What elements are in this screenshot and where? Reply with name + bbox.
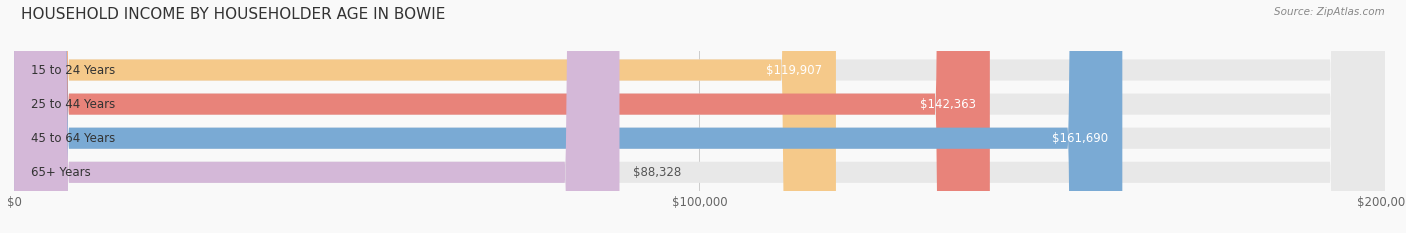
FancyBboxPatch shape	[14, 0, 990, 233]
Text: $161,690: $161,690	[1053, 132, 1108, 145]
Text: $88,328: $88,328	[633, 166, 682, 179]
Text: 15 to 24 Years: 15 to 24 Years	[31, 64, 115, 76]
Text: $119,907: $119,907	[766, 64, 823, 76]
FancyBboxPatch shape	[14, 0, 837, 233]
Text: 25 to 44 Years: 25 to 44 Years	[31, 98, 115, 111]
FancyBboxPatch shape	[14, 0, 1385, 233]
FancyBboxPatch shape	[14, 0, 1122, 233]
FancyBboxPatch shape	[14, 0, 1385, 233]
FancyBboxPatch shape	[14, 0, 620, 233]
Text: HOUSEHOLD INCOME BY HOUSEHOLDER AGE IN BOWIE: HOUSEHOLD INCOME BY HOUSEHOLDER AGE IN B…	[21, 7, 446, 22]
Text: $142,363: $142,363	[920, 98, 976, 111]
Text: Source: ZipAtlas.com: Source: ZipAtlas.com	[1274, 7, 1385, 17]
FancyBboxPatch shape	[14, 0, 1385, 233]
FancyBboxPatch shape	[14, 0, 1385, 233]
Text: 45 to 64 Years: 45 to 64 Years	[31, 132, 115, 145]
Text: 65+ Years: 65+ Years	[31, 166, 91, 179]
